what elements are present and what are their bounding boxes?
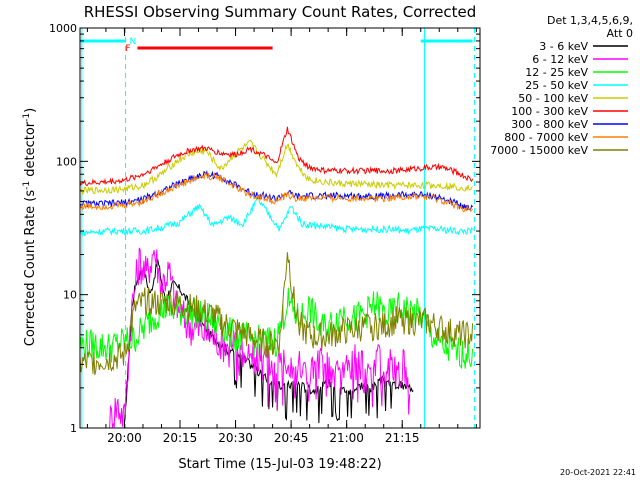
- x-tick-label-5: 21:00: [329, 431, 364, 445]
- series-line-6: [79, 126, 474, 187]
- legend-header-line1: Det 1,3,4,5,6,9,: [547, 14, 633, 27]
- x-tick-label-6: 21:15: [385, 431, 420, 445]
- legend-label-9: 7000 - 15000 keV: [490, 144, 588, 157]
- series-line-5: [79, 139, 473, 196]
- series-line-4: [79, 196, 474, 238]
- legend-label-5: 50 - 100 keV: [518, 92, 588, 105]
- y-tick-label-2: 10: [63, 289, 77, 302]
- legend-label-3: 12 - 25 keV: [525, 66, 588, 79]
- chart-title: RHESSI Observing Summary Count Rates, Co…: [84, 3, 477, 21]
- axes: 1 10 100 1000 20:00 20:15 20:30 20:45 21:00 21:15: [49, 22, 481, 445]
- legend-header-line2: Att 0: [607, 27, 633, 40]
- y-tick-label-4: 1000: [49, 22, 77, 35]
- series-line-1: [123, 259, 414, 425]
- y-tick-label-3: 100: [56, 155, 77, 168]
- night-flag-label: N: [130, 37, 137, 47]
- x-axis-label: Start Time (15-Jul-03 19:48:22): [178, 457, 381, 472]
- x-tick-label-1: 20:00: [107, 431, 142, 445]
- x-tick-label-4: 20:45: [274, 431, 309, 445]
- x-tick-label-2: 20:15: [163, 431, 198, 445]
- series-line-9: [79, 252, 474, 376]
- series-line-3: [79, 287, 474, 369]
- y-axis-label: Corrected Count Rate (s-1 detector-1): [22, 108, 38, 346]
- flare-flag-label: F: [125, 44, 130, 54]
- legend-label-6: 100 - 300 keV: [511, 105, 588, 118]
- series-line-2: [109, 247, 411, 428]
- series-line-8: [79, 172, 474, 213]
- legend-label-4: 25 - 50 keV: [525, 79, 588, 92]
- y-tick-label-1: 1: [70, 422, 77, 435]
- x-tick-label-3: 20:30: [218, 431, 253, 445]
- plot-frame: [79, 27, 481, 429]
- timestamp: 20-Oct-2021 22:41: [560, 468, 636, 477]
- legend-label-7: 300 - 800 keV: [511, 118, 588, 131]
- legend-label-2: 6 - 12 keV: [532, 53, 588, 66]
- plot-area: NF: [79, 28, 475, 428]
- legend-label-1: 3 - 6 keV: [539, 40, 588, 53]
- legend-label-8: 800 - 7000 keV: [504, 131, 588, 144]
